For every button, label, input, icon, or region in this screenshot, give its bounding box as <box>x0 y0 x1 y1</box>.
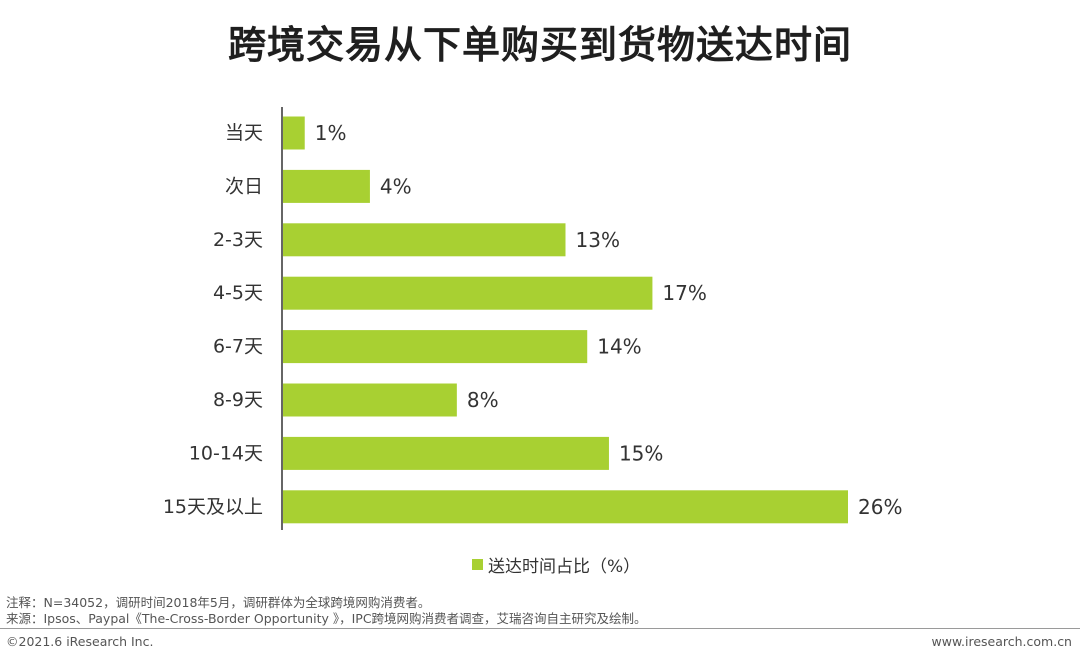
value-label-6: 15% <box>619 441 663 465</box>
website: www.iresearch.com.cn <box>931 634 1073 649</box>
bar-2 <box>283 223 566 257</box>
category-label-7: 15天及以上 <box>163 496 263 518</box>
value-label-3: 17% <box>662 281 706 305</box>
category-label-4: 6-7天 <box>213 336 263 358</box>
value-label-2: 13% <box>576 228 620 252</box>
bar-6 <box>283 436 609 470</box>
value-label-7: 26% <box>858 495 902 519</box>
bars-group: 当天 1% 次日 4% 2-3天 13% 4-5天 17% 6-7天 14% 8-9天 8% 10-14… <box>163 116 902 524</box>
bar-1 <box>283 169 370 203</box>
bar-0 <box>283 116 305 150</box>
value-label-0: 1% <box>315 121 347 145</box>
value-label-5: 8% <box>467 388 499 412</box>
footer-divider <box>0 628 1080 629</box>
chart-title: 跨境交易从下单购买到货物送达时间 <box>227 23 852 67</box>
legend: 送达时间占比（%） <box>472 552 640 577</box>
category-label-1: 次日 <box>225 175 263 197</box>
copyright: ©2021.6 iResearch Inc. <box>6 634 154 649</box>
bar-3 <box>283 276 653 310</box>
legend-swatch <box>472 559 483 570</box>
category-label-6: 10-14天 <box>189 442 263 464</box>
value-label-4: 14% <box>597 335 641 359</box>
category-label-3: 4-5天 <box>213 282 263 304</box>
source-note: 来源：Ipsos、Paypal《The-Cross-Border Opportu… <box>6 611 647 626</box>
bar-5 <box>283 383 457 417</box>
category-label-5: 8-9天 <box>213 389 263 411</box>
category-label-0: 当天 <box>225 122 263 144</box>
legend-label: 送达时间占比（%） <box>488 557 641 577</box>
bar-4 <box>283 330 588 364</box>
category-label-2: 2-3天 <box>213 229 263 251</box>
value-label-1: 4% <box>380 174 412 198</box>
bar-7 <box>283 490 848 524</box>
bar-chart: 当天 1% 次日 4% 2-3天 13% 4-5天 17% 6-7天 14% 8-9天 8% 10-14… <box>163 107 902 530</box>
footnote: 注释：N=34052，调研时间2018年5月，调研群体为全球跨境网购消费者。 <box>6 595 431 610</box>
